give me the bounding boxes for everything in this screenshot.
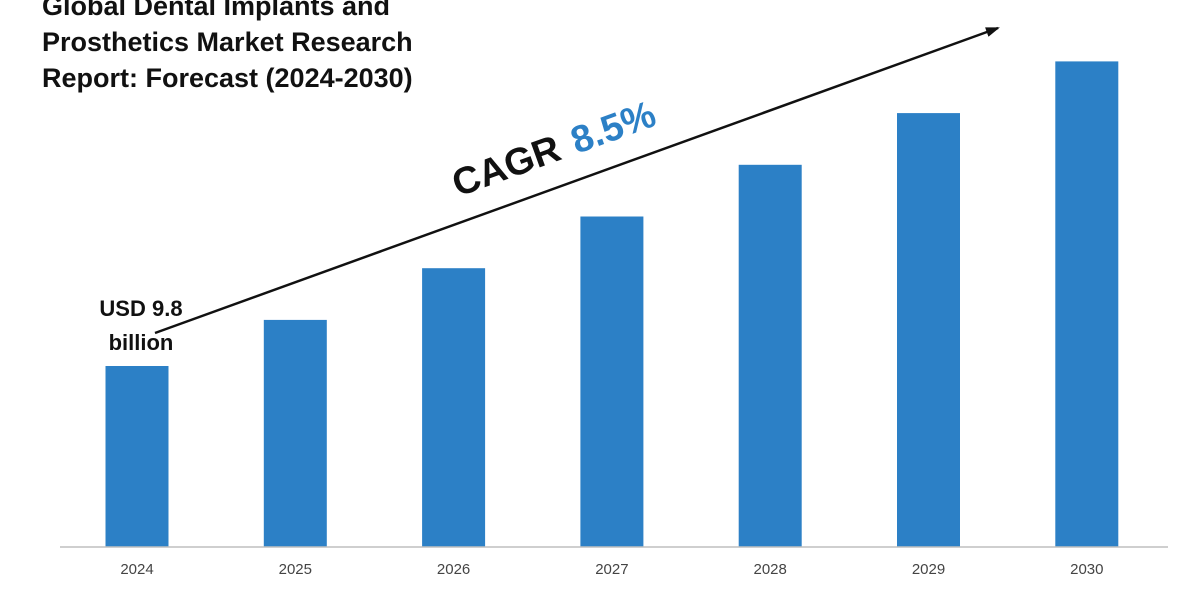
bar-2027: [580, 216, 644, 547]
chart-title-line-1: Global Dental Implants and: [42, 0, 391, 21]
x-tick-label-2029: 2029: [912, 561, 945, 578]
data-label-2024: USD 9.8 billion: [99, 296, 182, 355]
x-axis-tick-labels: 2024 2025 2026 2027 2028 2029 2030: [120, 561, 1103, 578]
chart-title-line-2: Prosthetics Market Research: [42, 27, 413, 57]
data-label-line-2: billion: [109, 330, 174, 355]
growth-trend-arrow: [154, 26, 1000, 335]
x-tick-label-2025: 2025: [279, 561, 312, 578]
bar-2025: [263, 319, 327, 547]
bar-2026: [422, 268, 486, 547]
x-tick-label-2026: 2026: [437, 561, 470, 578]
bar-series: [105, 61, 1119, 548]
bar-2028: [738, 164, 802, 548]
bar-2030: [1055, 61, 1119, 548]
x-tick-label-2027: 2027: [595, 561, 628, 578]
bar-data-labels: USD 9.8 billion: [99, 296, 182, 355]
data-label-line-1: USD 9.8: [99, 296, 182, 321]
cagr-value: 8.5%: [566, 93, 662, 162]
bar-2024: [105, 366, 169, 547]
x-tick-label-2024: 2024: [120, 561, 153, 578]
x-tick-label-2030: 2030: [1070, 561, 1103, 578]
x-tick-label-2028: 2028: [754, 561, 787, 578]
cagr-label: CAGR: [447, 128, 567, 206]
chart-title-line-3: Report: Forecast (2024-2030): [42, 63, 413, 93]
bar-2029: [897, 113, 960, 547]
chart-title: Global Dental Implants and Prosthetics M…: [42, 0, 482, 96]
